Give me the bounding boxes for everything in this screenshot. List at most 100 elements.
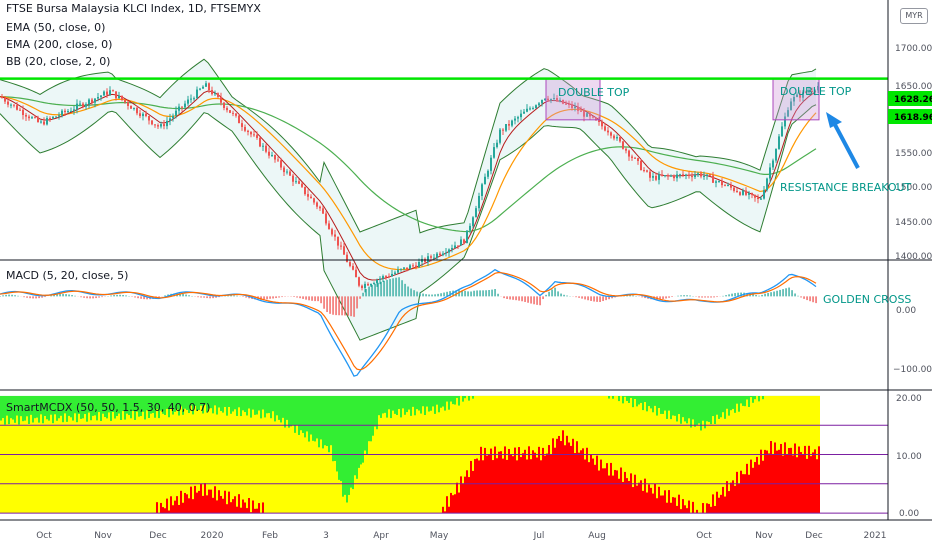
candle-body [400,268,402,270]
macd-histogram-bar [431,294,433,297]
mcdx-yellow-bar [6,415,8,514]
candle-body [733,187,735,191]
candle-body [442,253,444,256]
mcdx-red-bar [600,459,602,514]
mcdx-red-bar [454,494,456,514]
macd-histogram-bar [551,289,553,297]
mcdx-red-bar [538,446,540,514]
mcdx-yellow-bar [178,415,180,514]
mcdx-red-bar [164,508,166,514]
candle-body [640,160,642,171]
candle-body [568,103,570,105]
mcdx-red-bar [684,505,686,514]
mcdx-yellow-bar [446,401,448,514]
mcdx-yellow-bar [306,431,308,514]
mcdx-red-bar [476,458,478,514]
macd-histogram-bar [266,296,268,300]
mcdx-red-bar [808,445,810,514]
macd-histogram-bar [92,296,94,299]
candle-body [151,120,153,125]
bb-fill [0,59,816,341]
mcdx-red-bar [708,503,710,514]
mcdx-red-bar [804,445,806,514]
mcdx-yellow-bar [646,411,648,514]
candle-body [301,183,303,187]
mcdx-red-bar [172,505,174,514]
macd-histogram-bar [272,296,274,299]
mcdx-yellow-bar [370,441,372,514]
mcdx-yellow-bar [322,448,324,514]
mcdx-red-bar [544,455,546,514]
currency-label[interactable]: MYR [900,8,928,24]
time-tick-label: Nov [94,531,112,541]
mcdx-yellow-bar [392,410,394,514]
mcdx-yellow-bar [382,413,384,514]
candle-body [16,105,18,110]
candle-body [283,167,285,173]
mcdx-red-bar [746,463,748,514]
candle-body [616,137,618,139]
mcdx-red-bar [170,496,172,514]
mcdx-yellow-bar [708,421,710,514]
candle-body [817,85,819,91]
candle-body [478,195,480,209]
macd-histogram-bar [716,296,718,298]
candle-body [211,90,213,95]
mcdx-yellow-bar [336,471,338,514]
mcdx-red-bar [806,458,808,514]
candle-body [481,184,483,196]
mcdx-red-bar [206,495,208,514]
resistance-price-badge [888,91,932,106]
candle-body [598,120,600,123]
mcdx-yellow-bar [226,415,228,514]
mcdx-yellow-bar [342,496,344,514]
candle-body [448,249,450,253]
mcdx-yellow-bar [706,421,708,514]
mcdx-red-bar [516,460,518,514]
mcdx-yellow-bar [94,415,96,514]
macd-histogram-bar [314,296,316,302]
candle-body [772,160,774,168]
mcdx-red-bar [444,511,446,514]
macd-histogram-bar [629,295,631,297]
macd-histogram-bar [704,296,706,298]
candle-body [730,184,732,188]
mcdx-yellow-bar [186,409,188,514]
legend-ema200: EMA (200, close, 0) [6,38,113,51]
mcdx-yellow-bar [144,419,146,514]
candle-body [232,112,234,114]
candle-body [187,99,189,104]
mcdx-yellow-bar [92,415,94,514]
macd-histogram-bar [797,295,799,297]
mcdx-yellow-bar [84,414,86,514]
mcdx-red-bar [166,498,168,514]
mcdx-red-bar [564,445,566,514]
mcdx-yellow-bar [16,415,18,514]
mcdx-yellow-bar [14,422,16,514]
macd-histogram-bar [524,296,526,302]
macd-histogram-bar [44,296,46,298]
mcdx-red-bar [540,460,542,514]
mcdx-red-bar [528,446,530,514]
candle-body [241,123,243,127]
mcdx-red-bar [192,499,194,514]
mcdx-yellow-bar [106,418,108,514]
mcdx-yellow-bar [444,410,446,514]
mcdx-yellow-bar [324,445,326,514]
candle-body [709,174,711,176]
mcdx-yellow-bar [32,422,34,514]
candle-body [499,129,501,143]
mcdx-red-bar [178,504,180,514]
mcdx-yellow-bar [436,404,438,514]
macd-histogram-bar [23,296,25,298]
mcdx-red-bar [504,446,506,514]
macd-histogram-bar [317,296,319,302]
macd-histogram-bar [275,296,277,299]
macd-histogram-bar [758,295,760,297]
mcdx-yellow-bar [418,410,420,514]
candle-body [166,120,168,127]
candle-body [322,208,324,214]
macd-histogram-bar [464,290,466,297]
macd-histogram-bar [134,296,136,298]
